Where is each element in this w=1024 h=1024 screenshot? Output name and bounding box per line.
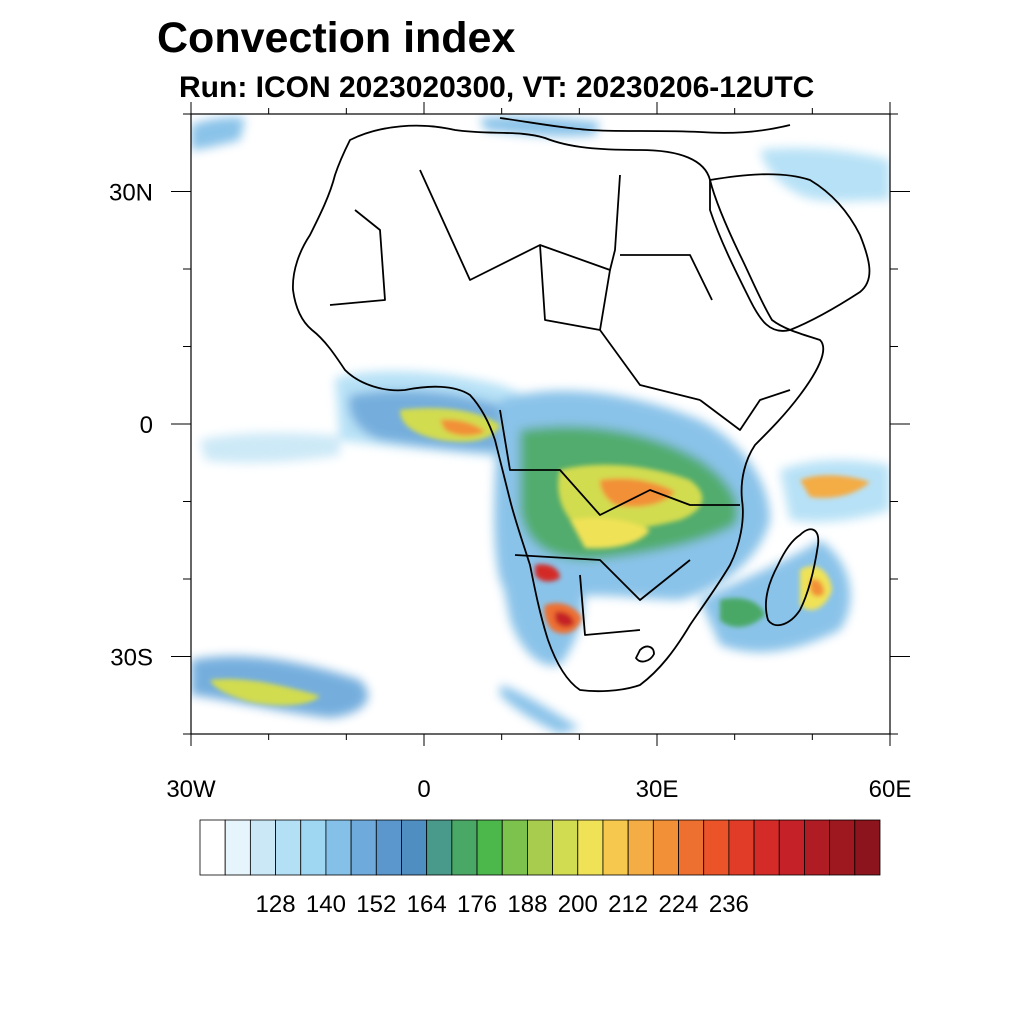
field-indian-core [800, 475, 870, 498]
colorbar-swatch [577, 819, 604, 876]
lesotho [635, 645, 655, 663]
colorbar-swatch [829, 819, 856, 876]
colorbar-swatch [375, 819, 402, 876]
x-tick-label: 30W [166, 776, 216, 803]
colorbar-swatch [275, 819, 302, 876]
x-tick-label: 60E [869, 776, 912, 803]
field-namibia-hot [535, 564, 560, 582]
colorbar-swatch [224, 819, 251, 876]
colorbar-swatch [501, 819, 528, 876]
field-zambia-core [570, 518, 650, 549]
colorbar-label: 176 [457, 891, 497, 918]
border-8 [599, 269, 611, 331]
map-title: Convection index [157, 14, 516, 62]
colorbar-label: 236 [709, 891, 749, 918]
map-subtitle: Run: ICON 2023020300, VT: 20230206-12UTC [179, 71, 815, 104]
axis-labels: 30W 0 30E 60E 30N 0 30S [109, 180, 911, 804]
colorbar-swatch [401, 819, 428, 876]
colorbar-swatch [249, 819, 276, 876]
colorbar-swatch [804, 819, 831, 876]
madagascar-coastline [765, 528, 820, 627]
colorbar-label: 224 [658, 891, 698, 918]
y-tick-label: 30S [110, 645, 153, 672]
colorbar-swatch [753, 819, 780, 876]
y-tick-label: 30N [109, 180, 153, 207]
arabia-coastline [709, 173, 871, 332]
x-tick-label: 30E [636, 776, 679, 803]
colorbar-swatch [703, 819, 730, 876]
field-botswana-hot [555, 611, 574, 627]
africa-coastline [292, 124, 825, 693]
border-6 [579, 574, 641, 636]
colorbar-label: 128 [256, 891, 296, 918]
axis-ticks [171, 102, 910, 746]
colorbar-label: 164 [407, 891, 447, 918]
colorbar-swatch [350, 819, 377, 876]
border-5 [514, 554, 691, 601]
field-central-hot [600, 478, 675, 507]
field-med-east [760, 148, 890, 202]
colorbar-label: 212 [608, 891, 648, 918]
field-mozambique-core [720, 598, 765, 627]
colorbar-label: 152 [356, 891, 396, 918]
colorbar-swatch [426, 819, 453, 876]
colorbar-labels: 128 140 152 164 176 188 200 212 224 236 [256, 891, 749, 918]
x-tick-label: 0 [417, 776, 430, 803]
colorbar-swatch [451, 819, 478, 876]
border-2 [419, 169, 621, 281]
field-med-west [191, 117, 245, 150]
field-med-central [480, 116, 600, 137]
colorbar-swatch [199, 819, 226, 876]
colorbar-label: 188 [507, 891, 547, 918]
colorbar-swatch [854, 819, 881, 876]
border-7 [699, 389, 791, 431]
field-madagascar-hot [810, 578, 825, 597]
coastlines-borders [292, 117, 871, 693]
colorbar-swatch [778, 819, 805, 876]
colorbar-swatch [300, 819, 327, 876]
europe-coastline [499, 117, 791, 134]
colorbar-swatch [728, 819, 755, 876]
colorbar-swatch [476, 819, 503, 876]
colorbar-label: 140 [306, 891, 346, 918]
colorbar-swatch [602, 819, 629, 876]
colorbar-swatch [678, 819, 705, 876]
field-south-band [500, 685, 580, 734]
field-south-atlantic-core [210, 678, 320, 706]
border-1 [329, 209, 386, 306]
border-9 [620, 254, 713, 301]
field-atlantic-band [200, 432, 340, 463]
colorbar-swatch [627, 819, 654, 876]
colorbar [199, 819, 881, 876]
colorbar-swatch [652, 819, 679, 876]
field-guinea-hot [440, 419, 485, 436]
colorbar-swatch [552, 819, 579, 876]
colorbar-label: 200 [558, 891, 598, 918]
border-4 [499, 409, 740, 516]
y-tick-label: 0 [140, 412, 153, 439]
colorbar-swatch [325, 819, 352, 876]
colorbar-swatch [527, 819, 553, 876]
